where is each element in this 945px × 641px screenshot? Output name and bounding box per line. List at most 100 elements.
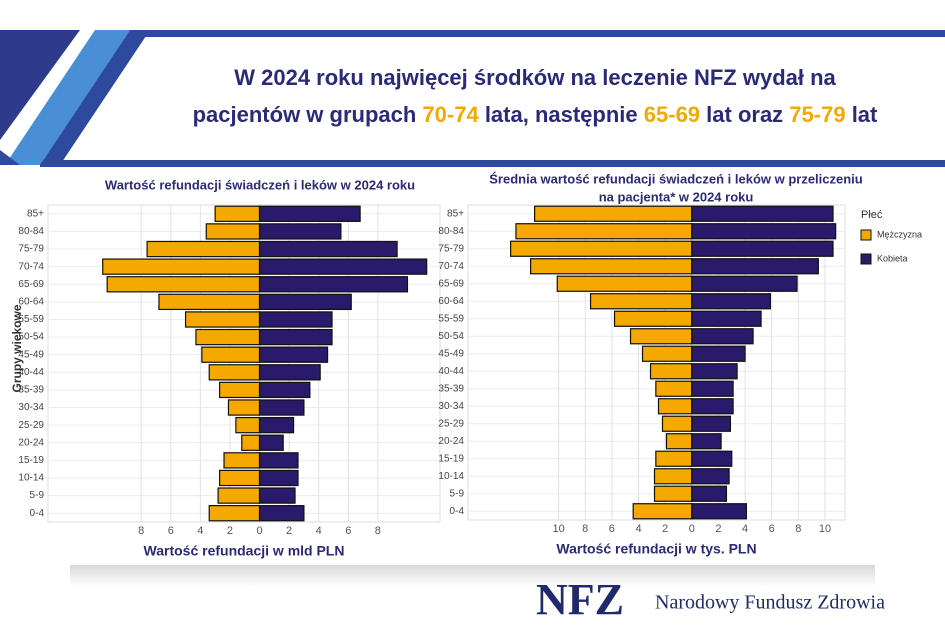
y-tick-label: 15-19 — [18, 455, 44, 466]
y-tick-label: 15-19 — [438, 453, 464, 464]
y-tick-label: 50-54 — [18, 332, 44, 343]
bar — [201, 346, 261, 363]
y-tick-label: 25-29 — [18, 420, 44, 431]
x-tick-label: 4 — [197, 525, 203, 537]
x-tick-label: 10 — [552, 523, 564, 535]
headline: pacjentów w grupach 70-74 lata, następni… — [193, 102, 878, 127]
bar — [556, 275, 693, 292]
bar — [258, 346, 329, 363]
bar — [691, 240, 834, 257]
y-tick-label: 0-4 — [30, 508, 45, 519]
bar — [258, 205, 361, 222]
chart-title: na pacjenta* w 2024 roku — [599, 189, 754, 204]
bar — [661, 415, 693, 432]
y-tick-label: 75-79 — [438, 243, 464, 254]
bar — [218, 381, 261, 399]
org-name: Narodowy Fundusz Zdrowia — [655, 592, 885, 614]
bar — [691, 310, 762, 327]
x-tick-label: 6 — [168, 525, 174, 537]
y-tick-label: 10-14 — [18, 473, 44, 484]
bar — [214, 205, 261, 222]
bar — [258, 311, 333, 328]
bar — [146, 240, 261, 258]
chart-title: Wartość refundacji świadczeń i leków w 2… — [105, 177, 415, 192]
y-tick-label: 30-34 — [18, 402, 44, 413]
y-tick-label: 70-74 — [18, 261, 44, 272]
x-tick-label: 0 — [689, 523, 695, 535]
y-tick-label: 55-59 — [438, 313, 464, 324]
x-tick-label: 0 — [256, 525, 262, 537]
bar — [258, 293, 352, 311]
bottom-rule — [40, 160, 945, 167]
plot-panel — [47, 204, 441, 523]
bar — [258, 487, 296, 504]
x-tick-label: 10 — [819, 523, 831, 535]
bar — [258, 469, 299, 487]
bar — [691, 328, 754, 345]
bar — [258, 399, 305, 416]
bar — [691, 205, 834, 222]
y-tick-label: 20-24 — [18, 437, 44, 448]
bar — [208, 505, 261, 522]
bar — [691, 380, 734, 397]
y-tick-label: 65-69 — [18, 279, 44, 290]
x-tick-label: 2 — [286, 525, 292, 537]
y-tick-label: 5-9 — [30, 490, 45, 501]
legend-swatch — [860, 253, 872, 265]
y-tick-label: 50-54 — [438, 331, 464, 342]
bar — [629, 328, 693, 345]
bar — [691, 485, 728, 502]
x-tick-label: 4 — [316, 525, 322, 537]
headline-part: pacjentów w grupach — [193, 102, 423, 127]
bar — [258, 240, 398, 258]
y-tick-label: 30-34 — [438, 401, 464, 412]
bar — [691, 293, 771, 310]
bar — [691, 275, 798, 292]
shadow — [70, 565, 875, 587]
x-tick-label: 4 — [742, 523, 748, 535]
y-axis-label: Grupy wiekowe — [10, 304, 24, 392]
y-tick-label: 80-84 — [438, 226, 464, 237]
bar — [515, 223, 693, 240]
bar — [258, 505, 305, 522]
y-tick-label: 20-24 — [438, 436, 464, 447]
bar — [665, 433, 693, 450]
bar — [258, 223, 342, 240]
legend-label: Mężczyzna — [877, 229, 922, 239]
stripe — [0, 30, 80, 140]
x-tick-label: 6 — [345, 525, 351, 537]
stripe — [0, 150, 20, 165]
bar — [218, 469, 261, 487]
bar — [655, 450, 693, 467]
legend-title: Płeć — [861, 209, 883, 221]
bar — [258, 328, 333, 346]
bar — [691, 503, 748, 520]
bar — [258, 381, 311, 399]
bar — [106, 276, 261, 293]
bar — [530, 258, 693, 275]
plot-panel — [467, 204, 846, 521]
bar — [205, 223, 261, 240]
headline-part: lat oraz — [700, 102, 789, 127]
y-tick-label: 25-29 — [438, 418, 464, 429]
bar — [691, 345, 746, 362]
bar — [691, 258, 819, 275]
bar — [691, 450, 733, 467]
bar — [258, 258, 428, 275]
x-tick-label: 6 — [609, 523, 615, 535]
x-tick-label: 8 — [375, 525, 381, 537]
x-tick-label: 2 — [662, 523, 668, 535]
headline-part: lat — [846, 102, 878, 127]
bar — [258, 434, 284, 451]
y-tick-label: 70-74 — [438, 261, 464, 272]
bar — [102, 258, 261, 275]
y-tick-label: 55-59 — [18, 314, 44, 325]
charts: 8 6 4 2 0 2 4 6 8 85+ 80-84 75-79 70-74 65-69 60-64 55-… — [10, 171, 922, 558]
bar — [227, 399, 261, 416]
bar — [632, 503, 693, 520]
chart-title: Średnia wartość refundacji świadczeń i l… — [489, 171, 863, 186]
x-tick-label: 6 — [769, 523, 775, 535]
bar — [184, 311, 261, 328]
